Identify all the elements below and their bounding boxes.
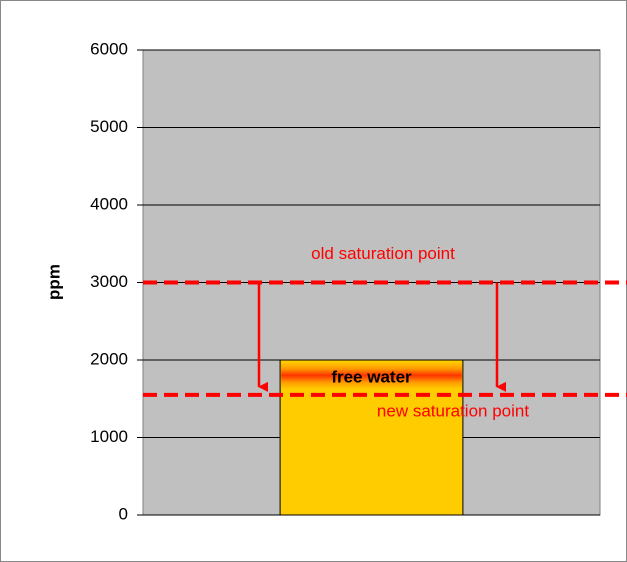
y-tick-label: 6000 <box>90 39 128 58</box>
y-tick-label: 4000 <box>90 194 128 213</box>
reference-label: new saturation point <box>377 401 529 420</box>
y-tick-label: 2000 <box>90 349 128 368</box>
y-tick-label: 5000 <box>90 117 128 136</box>
free-water-band <box>281 362 462 389</box>
reference-label: old saturation point <box>311 244 455 263</box>
y-axis-label: ppm <box>44 264 63 300</box>
y-tick-label: 1000 <box>90 427 128 446</box>
y-tick-label: 3000 <box>90 272 128 291</box>
y-tick-label: 0 <box>119 504 128 523</box>
annotation: free water <box>331 367 412 386</box>
